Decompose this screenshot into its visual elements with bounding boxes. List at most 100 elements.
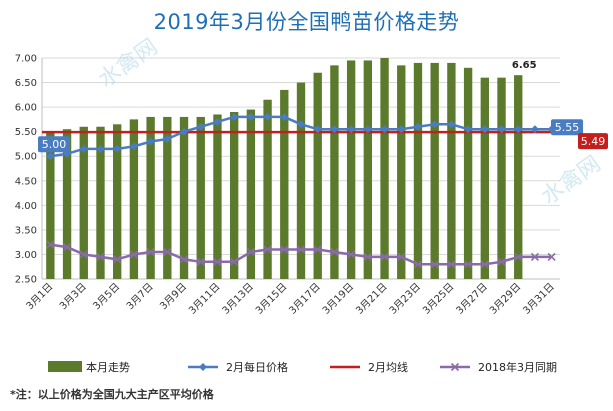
bar — [296, 82, 306, 279]
bar — [179, 116, 189, 279]
point-marker — [62, 243, 72, 252]
point-marker — [497, 257, 506, 266]
footnote: *注：以上价格为全国九大主产区平均价格 — [10, 388, 214, 401]
legend-label: 2月每日价格 — [226, 360, 288, 374]
last-year-series — [46, 240, 556, 269]
y-tick-label: 6.00 — [15, 103, 37, 114]
x-tick-label: 3月27日 — [454, 281, 490, 317]
point-marker — [413, 260, 423, 269]
point-marker — [280, 245, 289, 254]
point-marker — [347, 250, 356, 259]
watermark-text: 水禽网 — [94, 35, 162, 93]
chart-title: 2019年3月份全国鸭苗价格走势 — [153, 10, 460, 34]
point-marker — [230, 112, 239, 121]
point-marker — [146, 137, 155, 146]
point-marker — [464, 125, 473, 134]
start-callout-box — [38, 136, 70, 153]
point-marker — [263, 112, 272, 121]
bar — [46, 131, 55, 279]
point-marker — [514, 125, 523, 134]
legend-label: 2月均线 — [368, 360, 408, 374]
bar — [96, 126, 105, 279]
point-marker — [497, 125, 506, 134]
y-tick-label: 7.00 — [15, 54, 37, 65]
bar — [363, 60, 373, 280]
point-marker — [297, 120, 305, 129]
y-tick-label: 3.50 — [15, 225, 37, 236]
x-tick-label: 3月15日 — [253, 281, 289, 317]
bar — [163, 116, 172, 279]
point-marker — [230, 257, 239, 266]
x-tick-label: 3月19日 — [320, 281, 356, 317]
point-marker — [330, 125, 339, 134]
end-callout-box — [551, 119, 583, 136]
point-marker — [464, 260, 473, 269]
bar — [146, 116, 155, 279]
feb-daily-series — [46, 112, 556, 161]
x-tick-label: 3月5日 — [91, 281, 123, 313]
point-marker — [196, 122, 205, 131]
point-marker — [313, 125, 322, 134]
point-marker — [213, 117, 222, 126]
point-marker — [397, 252, 406, 261]
point-marker — [330, 247, 339, 257]
point-marker — [296, 245, 306, 254]
callout-labels: 5.00 5.555.49 6.65 — [38, 60, 608, 153]
avg-callout-label: 5.49 — [581, 135, 606, 148]
point-marker — [514, 252, 523, 261]
point-marker — [146, 247, 155, 257]
x-tick-label: 3月29日 — [487, 281, 523, 317]
point-marker — [447, 120, 456, 129]
point-marker — [380, 252, 389, 261]
legend-marker — [450, 362, 460, 372]
x-tick-label: 3月3日 — [57, 281, 89, 313]
bar — [313, 72, 322, 279]
bar — [246, 109, 256, 279]
point-marker — [180, 127, 189, 136]
point-marker — [430, 120, 439, 129]
point-marker — [46, 240, 55, 249]
point-marker — [363, 125, 372, 134]
bar — [263, 99, 272, 279]
y-tick-label: 3.00 — [15, 250, 37, 261]
bar — [62, 129, 72, 279]
start-callout-label: 5.00 — [42, 138, 67, 151]
point-marker — [196, 257, 205, 266]
bar — [280, 89, 289, 279]
x-tick-label: 3月13日 — [220, 281, 256, 317]
point-marker — [129, 250, 138, 259]
point-marker — [163, 247, 172, 257]
bar — [497, 77, 506, 280]
y-tick-label: 2.50 — [15, 275, 37, 286]
avg-callout-box — [578, 133, 608, 150]
point-marker — [480, 125, 489, 134]
last-bar-value-label: 6.65 — [512, 60, 537, 71]
x-tick-label: 3月9日 — [158, 281, 190, 313]
point-marker — [179, 255, 189, 264]
x-tick-label: 3月11日 — [186, 281, 222, 317]
bar — [129, 119, 139, 279]
point-marker — [113, 144, 122, 153]
y-tick-label: 4.00 — [15, 201, 37, 212]
point-marker — [380, 125, 389, 134]
point-marker — [313, 245, 322, 254]
bar — [430, 62, 439, 280]
bar — [346, 60, 356, 280]
x-tick-label: 3月7日 — [124, 281, 156, 313]
point-marker — [96, 252, 105, 261]
x-tick-label: 3月31日 — [521, 281, 557, 317]
point-marker — [79, 144, 88, 153]
end-callout-label: 5.55 — [555, 121, 580, 134]
point-marker — [96, 144, 105, 153]
bar — [330, 65, 339, 279]
point-marker — [363, 252, 372, 261]
x-tick-label: 3月21日 — [354, 281, 390, 317]
legend: 本月走势 2月每日价格 2月均线 2018年3月同期 — [48, 360, 557, 374]
legend-marker — [199, 363, 207, 371]
point-marker — [46, 152, 55, 161]
x-tick-label: 3月17日 — [287, 281, 323, 317]
bar — [463, 67, 473, 279]
point-marker — [213, 257, 222, 266]
point-marker — [447, 260, 456, 269]
point-marker — [280, 112, 289, 121]
